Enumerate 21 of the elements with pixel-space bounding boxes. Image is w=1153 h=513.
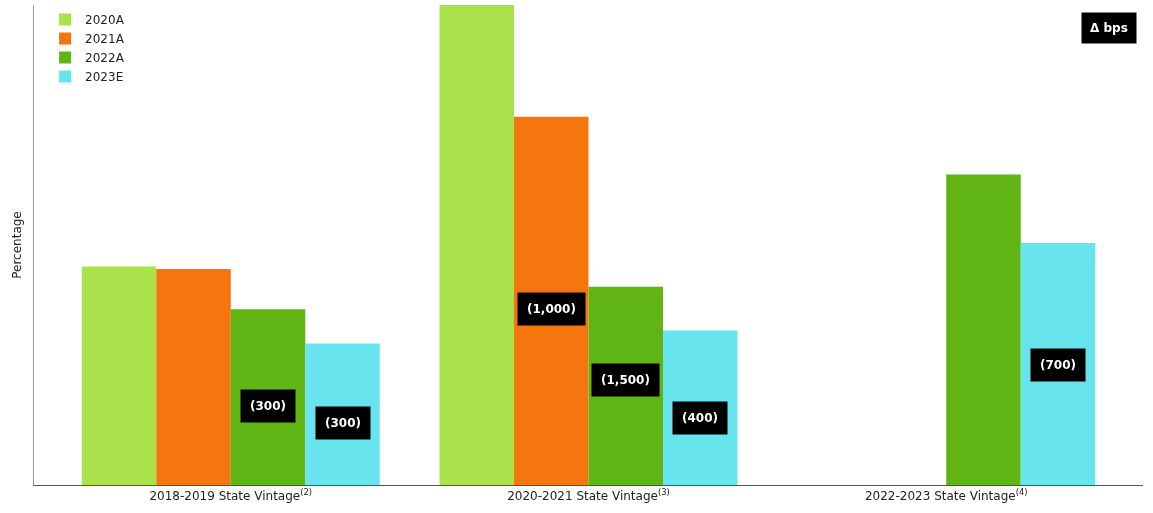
- bar: [439, 5, 514, 485]
- bar: [946, 174, 1021, 485]
- bar: [514, 116, 589, 485]
- x-tick-label: 2022-2023 State Vintage$^{(4)}$: [864, 487, 1028, 504]
- annotation: Δ bps: [1090, 21, 1128, 35]
- bar: [81, 266, 157, 485]
- annotation: (1,000): [527, 302, 576, 316]
- annotation: (400): [682, 411, 719, 425]
- annotation: (300): [325, 416, 362, 430]
- legend-label: 2023E: [85, 70, 124, 85]
- legend-label: 2020A: [85, 13, 125, 28]
- y-axis-title: Percentage: [10, 211, 25, 279]
- bar: [1020, 243, 1096, 485]
- x-tick-label: 2020-2021 State Vintage$^{(3)}$: [507, 487, 670, 504]
- annotation: (1,500): [601, 373, 650, 387]
- legend-label: 2021A: [85, 32, 125, 47]
- annotation: (300): [250, 399, 287, 413]
- legend-label: 2022A: [85, 51, 125, 66]
- x-tick-label: 2018-2019 State Vintage$^{(2)}$: [149, 487, 313, 504]
- bar: [156, 269, 231, 485]
- annotation: (700): [1040, 358, 1077, 372]
